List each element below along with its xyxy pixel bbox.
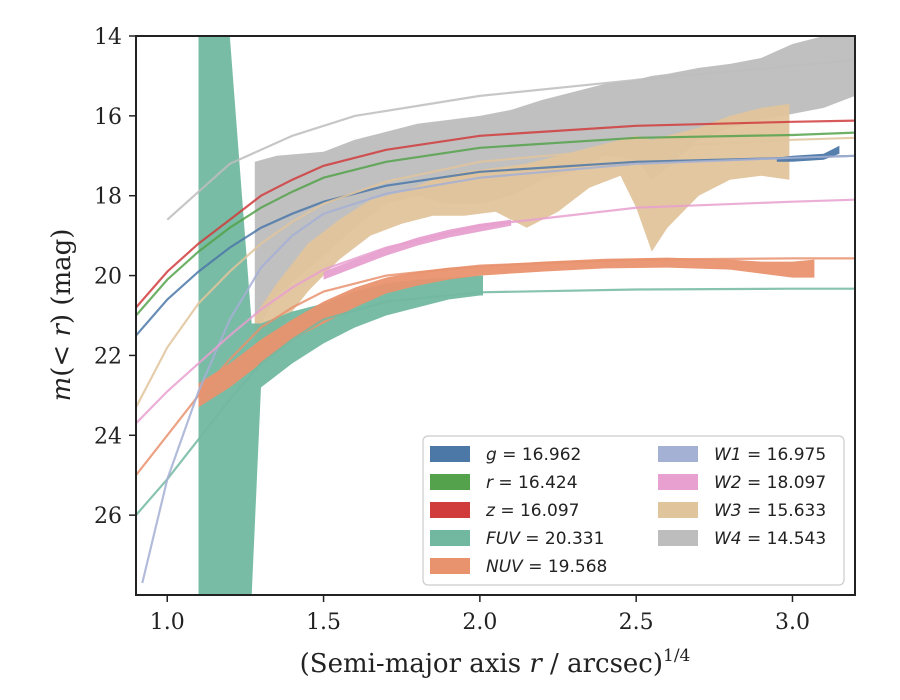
- legend-swatch-w4: [658, 530, 698, 546]
- legend-swatch-w3: [658, 502, 698, 518]
- y-tick-label: 18: [94, 185, 122, 210]
- legend-label-nuv: NUV = 19.568: [486, 557, 607, 577]
- plot-frame: [135, 35, 856, 596]
- legend-label-r: r = 16.424: [486, 473, 578, 493]
- band-w2: [323, 219, 512, 280]
- legend-swatch-g: [430, 446, 470, 462]
- y-tick-label: 26: [94, 504, 122, 529]
- band-w4: [254, 36, 855, 336]
- x-axis: 1.0 1.5 2.0 2.5 3.0: [150, 595, 810, 635]
- model-line-w4: [166, 58, 855, 221]
- x-axis-title: (Semi-major axis r / arcsec)1/4: [300, 646, 691, 679]
- x-tick-label: 1.5: [306, 610, 341, 635]
- y-axis-title: m(< r) (mag): [47, 229, 77, 402]
- legend-box: [422, 435, 845, 586]
- y-tick-label: 22: [94, 344, 122, 369]
- legend-swatch-w1: [658, 446, 698, 462]
- model-line-w1: [141, 154, 855, 584]
- legend-swatch-z: [430, 502, 470, 518]
- legend-swatch-fuv: [430, 530, 470, 546]
- legend-label-z: z = 16.097: [485, 501, 579, 521]
- model-curves: [136, 58, 855, 584]
- x-tick-label: 2.0: [462, 610, 497, 635]
- legend-label-w1: W1 = 16.975: [714, 445, 826, 465]
- y-tick-label: 14: [94, 25, 122, 50]
- legend-swatch-nuv: [430, 558, 470, 574]
- model-line-g: [136, 154, 855, 337]
- legend-swatch-r: [430, 474, 470, 490]
- model-line-w2: [136, 198, 855, 425]
- model-line-z: [136, 119, 855, 309]
- legend-label-w4: W4 = 14.543: [714, 529, 826, 549]
- y-tick-label: 24: [94, 424, 122, 449]
- legend: g = 16.962 r = 16.424 z = 16.097 FUV = 20.3…: [422, 435, 845, 586]
- y-tick-label: 16: [94, 105, 122, 130]
- legend-label-fuv: FUV = 20.331: [486, 529, 604, 549]
- legend-label-g: g = 16.962: [486, 445, 581, 465]
- x-tick-label: 2.5: [619, 610, 654, 635]
- model-line-r: [136, 131, 855, 317]
- legend-label-w3: W3 = 15.633: [714, 501, 826, 521]
- model-line-w3: [136, 136, 855, 408]
- x-tick-label: 1.0: [150, 610, 185, 635]
- legend-label-w2: W2 = 18.097: [714, 473, 826, 493]
- model-line-fuv: [136, 287, 855, 516]
- band-nuv: [198, 257, 815, 408]
- model-line-nuv: [136, 257, 855, 476]
- x-tick-label: 3.0: [775, 610, 810, 635]
- band-w3: [254, 103, 790, 356]
- y-axis: 14 16 18 20 22 24 26: [94, 25, 136, 529]
- y-tick-label: 20: [94, 265, 122, 290]
- legend-swatch-w2: [658, 474, 698, 490]
